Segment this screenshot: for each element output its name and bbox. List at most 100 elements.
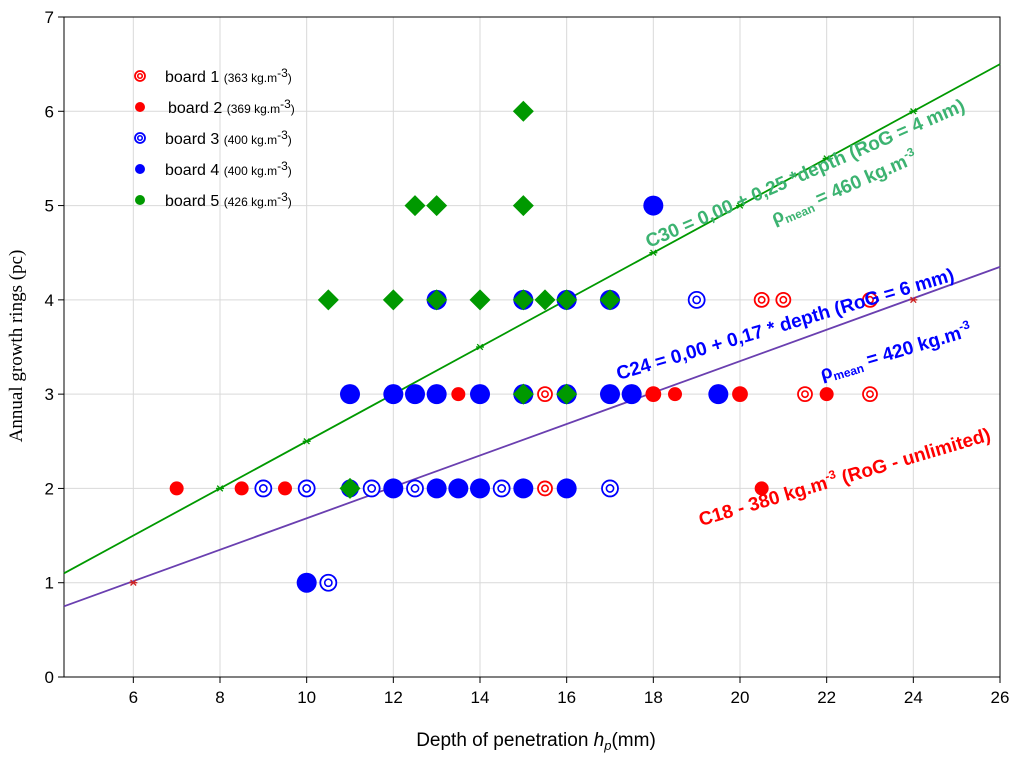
data-point bbox=[708, 384, 729, 405]
legend-label: board 2 (369 kg.m-3) bbox=[168, 97, 295, 117]
data-point bbox=[317, 289, 339, 311]
line-marker bbox=[216, 485, 224, 492]
data-point bbox=[556, 478, 577, 499]
annotation-c24: C24 = 0,00 + 0,17 * depth (RoG = 6 mm) bbox=[614, 265, 957, 385]
data-point bbox=[797, 386, 813, 403]
data-point bbox=[687, 290, 706, 309]
annotation-c24-rho: ρmean = 420 kg.m-3 bbox=[817, 317, 975, 387]
data-point bbox=[601, 479, 619, 498]
y-tick-label: 5 bbox=[45, 197, 54, 216]
x-tick-label: 12 bbox=[384, 688, 403, 707]
data-points bbox=[169, 100, 878, 593]
annotation-c30: C30 = 0,00 + 0,25 *depth (RoG = 4 mm) bbox=[643, 95, 969, 252]
data-point bbox=[753, 291, 770, 308]
data-point bbox=[862, 386, 878, 403]
legend-item-board-2: board 2 (369 kg.m-3) bbox=[135, 97, 295, 117]
data-point bbox=[297, 479, 316, 498]
data-point bbox=[426, 195, 448, 217]
data-point bbox=[469, 289, 491, 311]
line-marker bbox=[909, 108, 918, 115]
data-point bbox=[448, 478, 469, 499]
data-point bbox=[339, 477, 361, 499]
data-point bbox=[451, 387, 466, 402]
data-point bbox=[296, 572, 317, 593]
legend-item-board-5: board 5 (426 kg.m-3) bbox=[135, 190, 292, 210]
x-tick-label: 18 bbox=[644, 688, 663, 707]
data-point bbox=[599, 289, 621, 311]
y-axis-label: Annual growth rings (pc) bbox=[6, 250, 27, 443]
data-point bbox=[668, 387, 682, 402]
data-point bbox=[254, 479, 273, 498]
series-board-5 bbox=[317, 100, 621, 499]
legend-label: board 5 (426 kg.m-3) bbox=[165, 190, 292, 210]
line-marker bbox=[302, 438, 311, 445]
data-point bbox=[470, 478, 490, 499]
x-tick-label: 26 bbox=[991, 688, 1010, 707]
x-tick-label: 6 bbox=[129, 688, 138, 707]
y-tick-label: 2 bbox=[45, 479, 54, 498]
data-point bbox=[234, 481, 249, 496]
data-point bbox=[556, 383, 578, 405]
data-point bbox=[362, 479, 381, 498]
data-point bbox=[646, 387, 661, 402]
y-tick-label: 4 bbox=[45, 291, 54, 310]
data-point bbox=[169, 481, 184, 496]
x-axis-label: Depth of penetration hp(mm) bbox=[416, 730, 656, 753]
legend-item-board-1: board 1 (363 kg.m-3) bbox=[134, 66, 292, 86]
x-tick-label: 22 bbox=[817, 688, 836, 707]
data-point bbox=[621, 384, 642, 405]
legend-marker bbox=[135, 102, 145, 112]
data-point bbox=[470, 384, 490, 405]
data-point bbox=[383, 384, 404, 405]
data-point bbox=[534, 289, 556, 311]
legend-item-board-3: board 3 (400 kg.m-3) bbox=[134, 128, 292, 148]
data-point bbox=[512, 100, 534, 122]
data-point bbox=[426, 478, 447, 499]
plot-frame bbox=[63, 16, 1001, 678]
data-point bbox=[600, 384, 620, 405]
legend-marker bbox=[135, 195, 145, 205]
data-point bbox=[775, 291, 792, 308]
data-point bbox=[278, 481, 292, 496]
data-point bbox=[406, 479, 424, 498]
legend-marker bbox=[134, 132, 146, 144]
data-point bbox=[340, 384, 360, 405]
legend-label: board 1 (363 kg.m-3) bbox=[165, 66, 292, 86]
data-point bbox=[733, 387, 747, 402]
data-point bbox=[492, 479, 511, 498]
data-point bbox=[513, 478, 534, 499]
line-marker bbox=[649, 249, 658, 256]
legend-label: board 3 (400 kg.m-3) bbox=[165, 128, 292, 148]
y-tick-label: 1 bbox=[45, 574, 54, 593]
line-marker bbox=[909, 296, 918, 304]
trend-line-c24 bbox=[63, 266, 1001, 608]
data-point bbox=[556, 289, 578, 311]
data-point bbox=[537, 480, 553, 497]
x-tick-label: 8 bbox=[215, 688, 224, 707]
line-marker bbox=[476, 343, 484, 351]
x-tick-label: 10 bbox=[297, 688, 316, 707]
data-point bbox=[512, 383, 534, 405]
data-point bbox=[319, 573, 338, 592]
legend-item-board-4: board 4 (400 kg.m-3) bbox=[135, 159, 292, 179]
data-point bbox=[512, 289, 534, 311]
data-point bbox=[405, 384, 425, 405]
data-point bbox=[426, 384, 447, 405]
data-point bbox=[404, 195, 426, 217]
legend-label: board 4 (400 kg.m-3) bbox=[165, 159, 292, 179]
data-point bbox=[754, 481, 769, 496]
x-tick-label: 20 bbox=[731, 688, 750, 707]
annotations: C30 = 0,00 + 0,25 *depth (RoG = 4 mm) ρme… bbox=[614, 95, 993, 531]
y-tick-label: 6 bbox=[45, 102, 54, 121]
x-tick-label: 16 bbox=[557, 688, 576, 707]
line-marker bbox=[129, 579, 138, 586]
data-point bbox=[383, 478, 404, 499]
legend-marker bbox=[134, 70, 146, 82]
data-point bbox=[512, 195, 534, 217]
line-marker bbox=[822, 155, 831, 162]
trend-lines bbox=[63, 63, 1001, 608]
legend-marker bbox=[135, 164, 145, 174]
y-tick-label: 3 bbox=[45, 385, 54, 404]
